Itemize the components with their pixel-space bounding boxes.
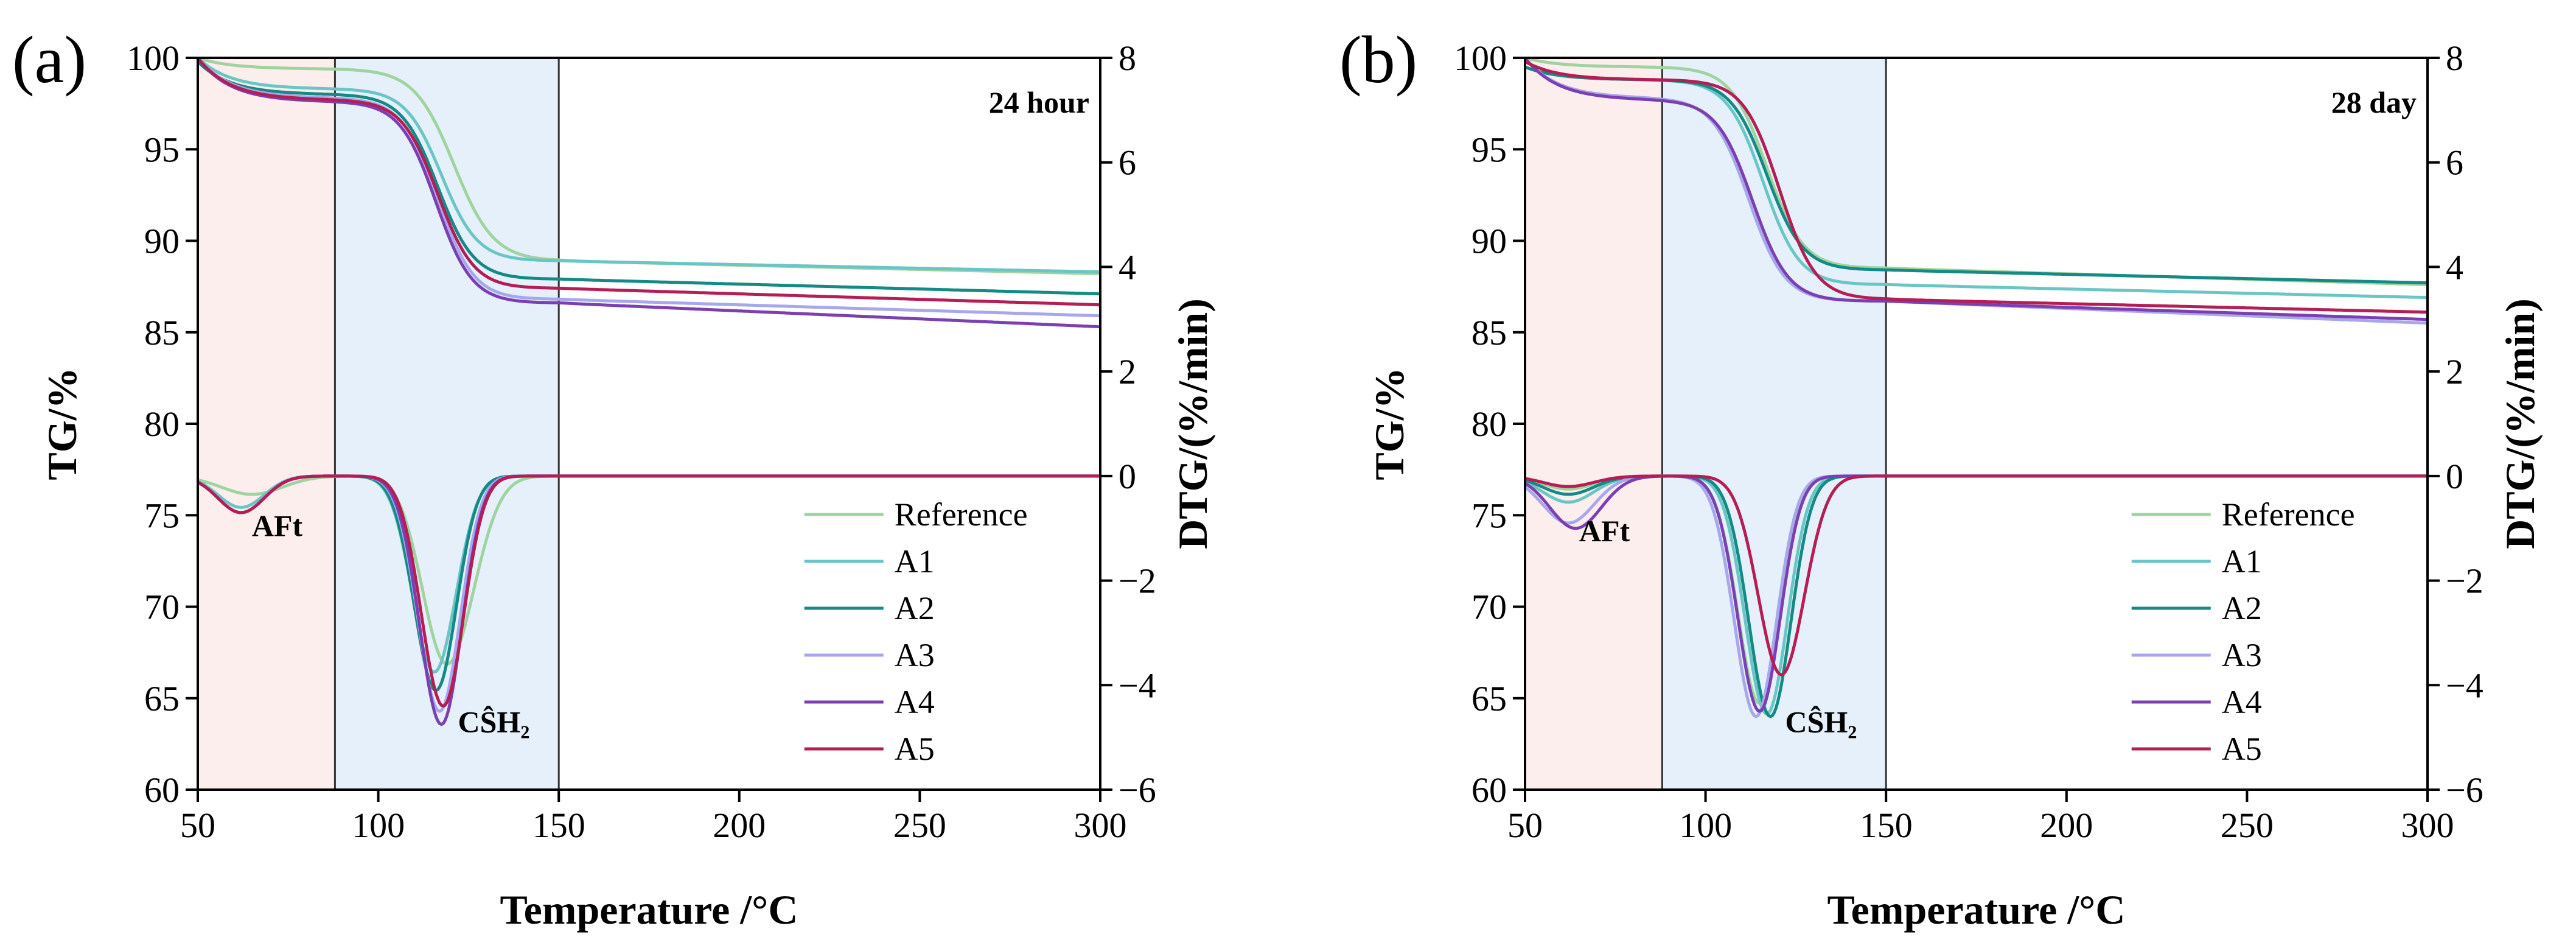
legend-label-a2: A2 [895, 590, 935, 627]
legend-label-a1: A1 [895, 543, 935, 580]
legend-label-a4: A4 [895, 684, 935, 720]
right-y-axis-title: DTG/(%/min) [2497, 298, 2543, 549]
left-y-tick-label: 65 [144, 679, 180, 718]
legend-label-a5: A5 [2222, 731, 2262, 767]
right-y-axis-title: DTG/(%/min) [1170, 298, 1216, 549]
annotation-csh2: CŜH₂ [458, 705, 530, 739]
x-tick-label: 200 [2040, 806, 2093, 845]
panel-label: (a) [12, 23, 86, 97]
right-y-tick-label: 2 [2446, 352, 2463, 391]
x-tick-label: 50 [1507, 806, 1543, 845]
tg-series-line-a1 [197, 57, 1101, 274]
left-y-tick-label: 100 [1454, 38, 1507, 78]
tg-series-line-a5 [1524, 60, 2428, 314]
left-y-tick-label: 60 [1471, 770, 1507, 810]
x-axis-title: Temperature /°C [1827, 887, 2126, 933]
x-tick-label: 100 [352, 806, 405, 845]
right-y-tick-label: −2 [2446, 561, 2484, 601]
right-y-tick-label: −4 [2446, 665, 2484, 705]
right-y-tick-label: 4 [1119, 247, 1136, 287]
left-y-tick-label: 80 [144, 404, 180, 444]
right-y-tick-label: 8 [2446, 38, 2463, 78]
legend-label-a5: A5 [895, 731, 935, 767]
x-tick-label: 250 [2221, 806, 2274, 845]
x-tick-label: 300 [2401, 806, 2454, 845]
chart-panel-b: 50 100 150 200 250 3006065707580859095100−6−4… [1339, 23, 2543, 933]
x-tick-label: 200 [713, 806, 766, 845]
shaded-region-csh2 [1662, 58, 1887, 790]
legend-label-a1: A1 [2222, 543, 2262, 580]
tg-series-line-a3 [197, 57, 1101, 318]
x-axis-title: Temperature /°C [500, 887, 798, 933]
right-y-tick-label: −4 [1119, 665, 1156, 705]
right-y-tick-label: 8 [1119, 38, 1136, 78]
shaded-region-aft [198, 58, 335, 790]
dtg-series-line-a5 [1524, 474, 2428, 676]
legend-label-a4: A4 [2222, 684, 2262, 720]
right-y-tick-label: −2 [1119, 561, 1156, 601]
left-y-tick-label: 90 [144, 222, 180, 261]
x-tick-label: 100 [1679, 806, 1732, 845]
x-tick-label: 50 [180, 806, 215, 845]
tg-series-line-a5 [197, 57, 1101, 307]
legend-label-a2: A2 [2222, 590, 2262, 627]
shaded-region-aft [1525, 58, 1663, 790]
right-y-tick-label: 6 [1119, 143, 1136, 183]
panel-label: (b) [1339, 23, 1417, 97]
legend-label-reference: Reference [895, 496, 1028, 533]
annotation-csh2: CŜH₂ [1785, 705, 1857, 739]
left-y-tick-label: 95 [144, 130, 180, 169]
panel-title: 28 day [2331, 85, 2417, 119]
left-y-tick-label: 60 [144, 770, 180, 810]
left-y-tick-label: 80 [1471, 404, 1507, 444]
tg-series-line-a2 [197, 60, 1100, 296]
chart-panel-a: 50 100 150 200 250 3006065707580859095100−6−4… [12, 23, 1216, 933]
left-y-tick-label: 70 [1471, 588, 1507, 627]
left-y-axis-title: TG/% [39, 367, 85, 480]
annotation-aft: AFt [1579, 514, 1630, 548]
right-y-tick-label: 2 [1119, 352, 1136, 391]
left-y-tick-label: 90 [1471, 222, 1507, 261]
x-tick-label: 250 [893, 806, 946, 845]
right-y-tick-label: 0 [2446, 457, 2463, 496]
tg-series-line-a4 [197, 57, 1101, 329]
x-tick-label: 150 [1860, 806, 1913, 845]
shaded-region-csh2 [335, 58, 559, 790]
left-y-tick-label: 100 [127, 38, 180, 78]
right-y-tick-label: −6 [2446, 770, 2484, 810]
tg-series-line-a4 [1524, 57, 2428, 321]
x-tick-label: 150 [532, 806, 585, 845]
annotation-aft: AFt [252, 509, 303, 543]
legend-label-a3: A3 [2222, 637, 2262, 673]
legend-label-a3: A3 [895, 637, 935, 673]
left-y-tick-label: 85 [1471, 313, 1507, 353]
left-y-tick-label: 85 [144, 313, 180, 353]
dtg-series-line-a5 [197, 474, 1100, 708]
left-y-tick-label: 95 [1471, 130, 1507, 169]
right-y-tick-label: 4 [2446, 247, 2463, 287]
legend-label-reference: Reference [2222, 496, 2355, 533]
left-y-tick-label: 65 [1471, 679, 1507, 718]
left-y-tick-label: 75 [144, 496, 180, 535]
left-y-tick-label: 70 [144, 588, 180, 627]
left-y-tick-label: 75 [1471, 496, 1507, 535]
right-y-tick-label: 0 [1119, 457, 1136, 496]
right-y-tick-label: −6 [1119, 770, 1156, 810]
panel-title: 24 hour [989, 85, 1089, 119]
x-tick-label: 300 [1074, 806, 1127, 845]
left-y-axis-title: TG/% [1366, 367, 1412, 480]
right-y-tick-label: 6 [2446, 143, 2463, 183]
